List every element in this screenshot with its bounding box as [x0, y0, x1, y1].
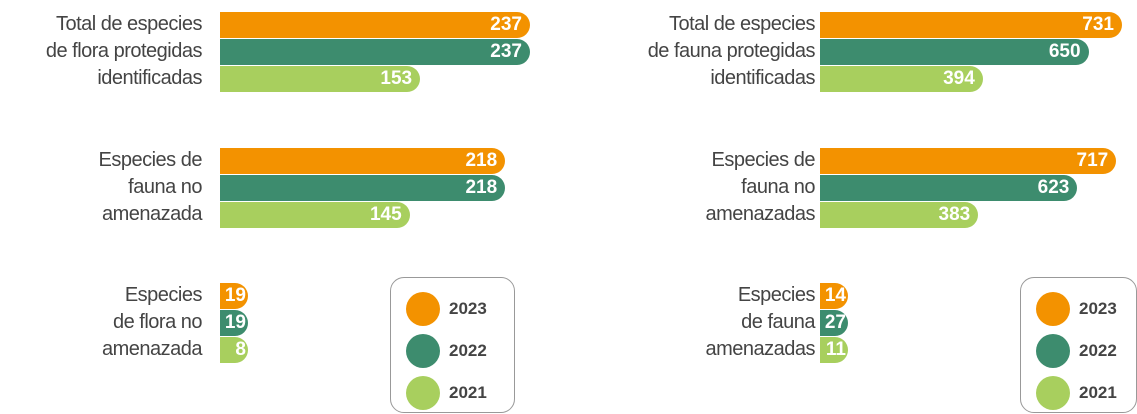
value-label: 623 [1037, 177, 1070, 198]
bar: 153 [220, 66, 421, 92]
bar: 717 [820, 148, 1117, 174]
legend-swatch [1036, 334, 1070, 368]
legend-swatch [406, 292, 440, 326]
bar: 218 [220, 175, 506, 201]
legend-swatch [1036, 376, 1070, 410]
legend-label: 2023 [449, 299, 487, 318]
bar: 27 [820, 310, 848, 336]
category-label: Especies de flora no amenazada [101, 284, 203, 360]
bar: 394 [820, 66, 983, 92]
bar: 14 [820, 283, 848, 309]
bar: 731 [820, 12, 1122, 38]
legend-swatch [406, 334, 440, 368]
value-label: 717 [1076, 150, 1109, 171]
legend: 2023 2022 2021 [390, 277, 515, 413]
value-label: 731 [1082, 14, 1114, 35]
category-label: Especies de fauna amenazadas [705, 284, 815, 360]
bar: 383 [820, 202, 979, 228]
legend-swatch [1036, 292, 1070, 326]
category-label: Total de especies de fauna protegidas id… [647, 13, 816, 89]
value-label: 218 [465, 150, 498, 171]
value-label: 27 [824, 312, 846, 333]
bar: 145 [220, 202, 410, 228]
value-label: 19 [224, 312, 246, 333]
value-label: 14 [824, 285, 846, 306]
legend: 2023 2022 2021 [1020, 277, 1137, 413]
bar: 623 [820, 175, 1078, 201]
bar: 11 [820, 337, 848, 363]
bar: 218 [220, 148, 506, 174]
value-label: 145 [369, 204, 402, 225]
category-label: Especies de fauna no amenazada [98, 149, 203, 225]
category-label: Especies de fauna no amenazadas [705, 149, 815, 225]
legend-label: 2022 [449, 341, 487, 360]
value-label: 394 [943, 68, 975, 89]
value-label: 218 [465, 177, 498, 198]
category-label: Total de especies de flora protegidas id… [45, 13, 203, 89]
legend-swatch [406, 376, 440, 410]
legend-label: 2022 [1079, 341, 1117, 360]
bar: 237 [220, 39, 530, 65]
bar: 650 [820, 39, 1089, 65]
legend-label: 2023 [1079, 299, 1117, 318]
value-label: 237 [490, 41, 522, 62]
value-label: 8 [235, 339, 246, 360]
bar: 19 [220, 283, 248, 309]
legend-label: 2021 [1079, 383, 1117, 402]
value-label: 11 [825, 339, 846, 360]
value-label: 19 [224, 285, 246, 306]
value-label: 237 [490, 14, 522, 35]
bar: 237 [220, 12, 530, 38]
value-label: 153 [380, 68, 413, 89]
legend-label: 2021 [449, 383, 487, 402]
value-label: 650 [1048, 41, 1081, 62]
bar: 8 [220, 337, 248, 363]
bar: 19 [220, 310, 248, 336]
value-label: 383 [938, 204, 971, 225]
